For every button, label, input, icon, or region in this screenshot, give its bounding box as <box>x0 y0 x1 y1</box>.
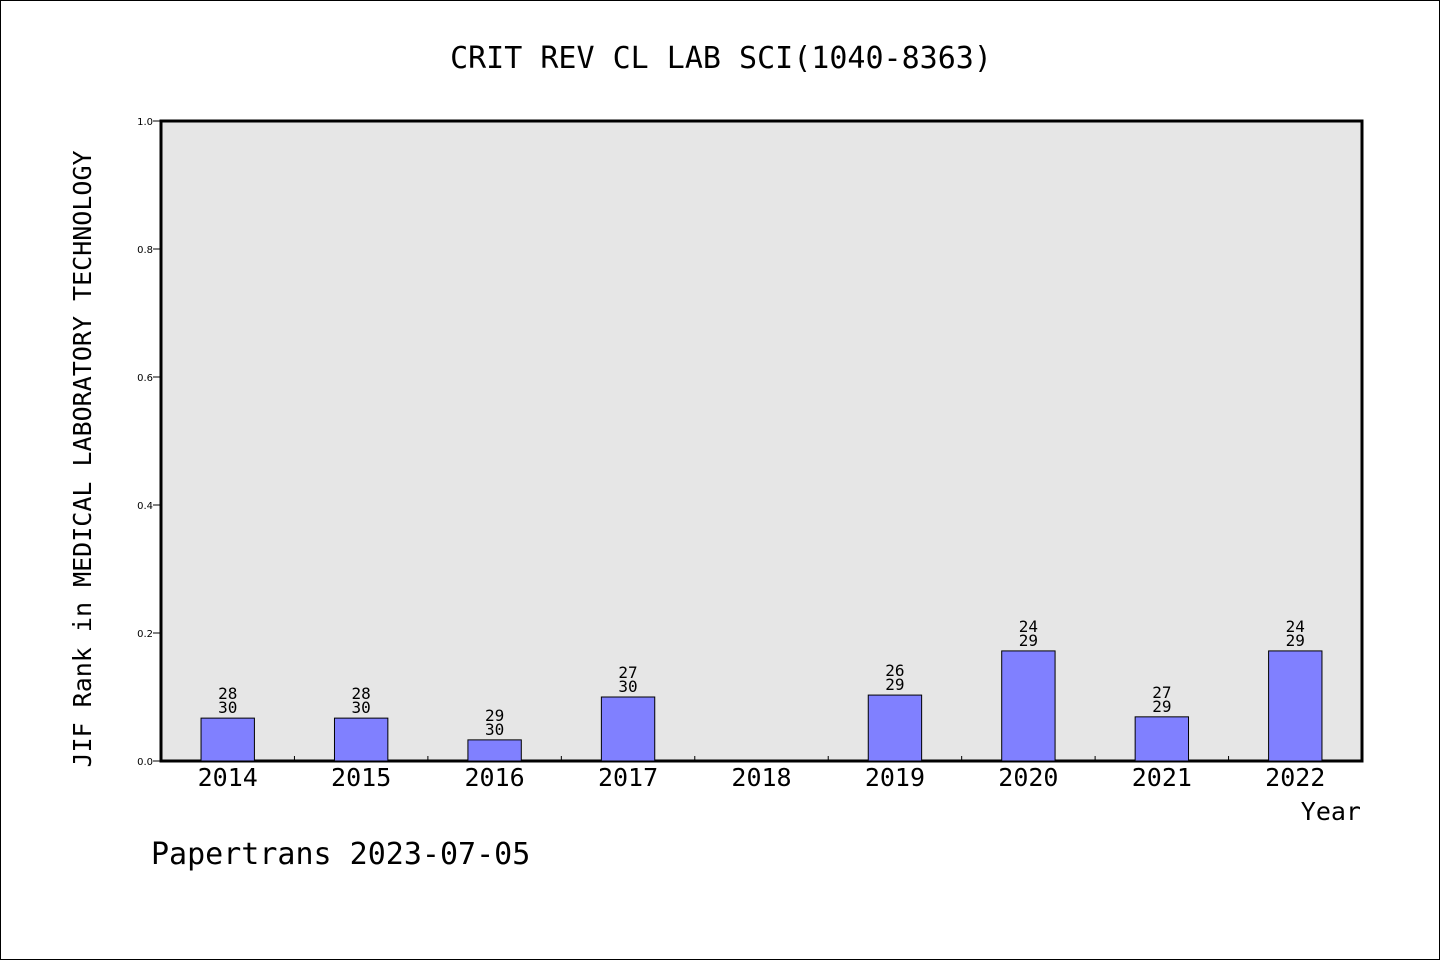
x-tick-label: 2021 <box>1132 763 1192 792</box>
y-tick-label: 0.0 <box>137 757 153 768</box>
bar <box>200 717 255 762</box>
bar-rank-label: 24 <box>1019 617 1038 636</box>
plot-area <box>159 119 1364 763</box>
bar-rank-label: 26 <box>885 661 904 680</box>
x-tick-label: 2015 <box>331 763 391 792</box>
bar-total-label: 29 <box>1152 697 1171 716</box>
x-tick-label: 2017 <box>598 763 658 792</box>
y-tick-label: 0.6 <box>137 373 153 384</box>
bar-total-label: 29 <box>885 675 904 694</box>
bar-series <box>200 650 1323 762</box>
bar-total-label: 29 <box>1019 631 1038 650</box>
bar <box>1001 650 1056 762</box>
y-axis-label: JIF Rank in MEDICAL LABORATORY TECHNOLOG… <box>68 150 97 767</box>
y-tick-label: 0.4 <box>137 501 153 512</box>
bar <box>333 717 389 762</box>
x-axis: 2014 2015 2016 2017 2018 2019 2020 2021 2022 <box>198 756 1325 792</box>
bar <box>867 694 923 762</box>
y-tick-label: 0.2 <box>137 629 153 640</box>
x-axis-label: Year <box>1301 797 1361 826</box>
bar <box>1134 716 1190 762</box>
x-tick-label: 2019 <box>865 763 925 792</box>
x-tick-label: 2020 <box>998 763 1058 792</box>
y-tick-label: 1.0 <box>137 117 153 128</box>
x-tick-label: 2022 <box>1265 763 1325 792</box>
x-tick-label: 2014 <box>198 763 258 792</box>
x-tick-label: 2016 <box>465 763 525 792</box>
bar-rank-label: 28 <box>218 684 237 703</box>
bar-rank-label: 27 <box>618 663 637 682</box>
bar-rank-label: 24 <box>1286 617 1305 636</box>
bar <box>467 739 522 762</box>
x-tick-label: 2018 <box>731 763 791 792</box>
bar-rank-label: 28 <box>352 684 371 703</box>
y-tick-label: 0.8 <box>137 245 153 256</box>
bar-total-label: 30 <box>218 698 237 717</box>
bar-total-label: 30 <box>618 677 637 696</box>
bar-total-label: 30 <box>485 720 504 739</box>
chart-title: CRIT REV CL LAB SCI(1040-8363) <box>450 41 992 76</box>
bar-total-label: 29 <box>1286 631 1305 650</box>
bar <box>600 696 656 762</box>
y-axis: 0.0 0.2 0.4 0.6 0.8 1.0 <box>137 117 161 768</box>
bar-rank-label: 29 <box>485 706 504 725</box>
bar-total-label: 30 <box>352 698 371 717</box>
bar-rank-label: 27 <box>1152 683 1171 702</box>
bar <box>1268 650 1323 762</box>
footer-credit: Papertrans 2023-07-05 <box>151 837 530 872</box>
